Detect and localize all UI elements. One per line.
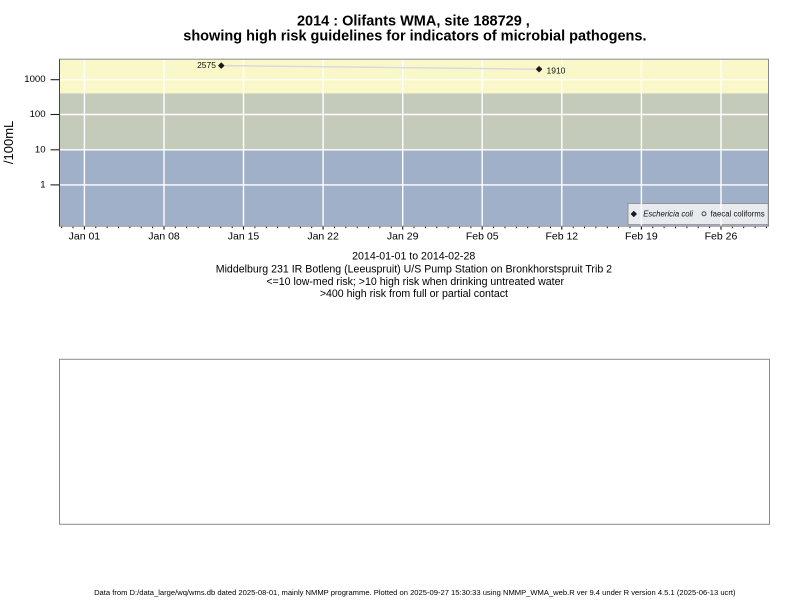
svg-text:Feb 26: Feb 26 — [705, 231, 738, 243]
svg-text:/100mL: /100mL — [1, 121, 16, 164]
svg-text:Data from D:/data_large/wq/wms: Data from D:/data_large/wq/wms.db dated … — [94, 588, 736, 597]
svg-text:Middelburg 231 IR Botleng (Lee: Middelburg 231 IR Botleng (Leeuspruit) U… — [216, 264, 612, 276]
svg-text:2014 : Olifants WMA, site 1887: 2014 : Olifants WMA, site 188729 , — [297, 14, 530, 30]
svg-text:showing high risk guidelines f: showing high risk guidelines for indicat… — [183, 29, 646, 45]
svg-text:faecal coliforms: faecal coliforms — [711, 210, 765, 219]
svg-text:2014-01-01 to 2014-02-28: 2014-01-01 to 2014-02-28 — [352, 251, 475, 263]
svg-text:Jan 22: Jan 22 — [307, 231, 339, 243]
svg-text:<=10 low-med risk; >10 high ri: <=10 low-med risk; >10 high risk when dr… — [266, 276, 564, 288]
svg-text:100: 100 — [30, 109, 46, 120]
svg-text:Feb 19: Feb 19 — [625, 231, 658, 243]
svg-text:1910: 1910 — [547, 65, 566, 75]
svg-text:Eschericia coli: Eschericia coli — [643, 210, 693, 219]
svg-text:2575: 2575 — [197, 60, 216, 70]
svg-text:Jan 08: Jan 08 — [148, 231, 180, 243]
svg-text:Feb 12: Feb 12 — [545, 231, 578, 243]
svg-text:1: 1 — [40, 179, 45, 190]
svg-text:Feb 05: Feb 05 — [466, 231, 499, 243]
svg-text:Jan 29: Jan 29 — [387, 231, 419, 243]
svg-text:1000: 1000 — [24, 74, 45, 85]
svg-text:Jan 15: Jan 15 — [228, 231, 260, 243]
svg-text:>400 high risk from full or pa: >400 high risk from full or partial cont… — [320, 288, 508, 300]
svg-text:Jan 01: Jan 01 — [69, 231, 101, 243]
svg-text:10: 10 — [35, 144, 46, 155]
